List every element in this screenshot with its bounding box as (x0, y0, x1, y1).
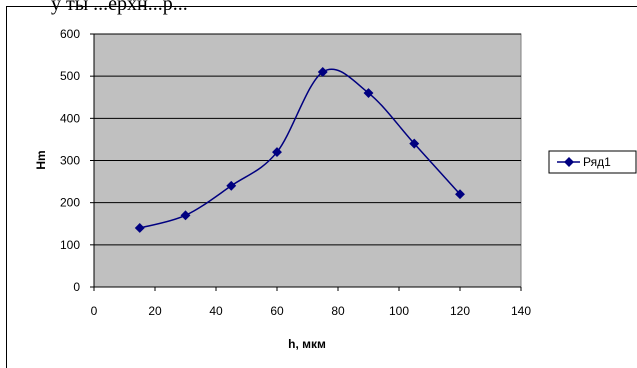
y-tick-label: 400 (60, 111, 80, 125)
y-tick-label: 500 (60, 69, 80, 83)
chart-frame: у ты ...ерхн...р... (6, 0, 637, 368)
x-tick-label: 20 (148, 304, 162, 318)
y-tick-label: 300 (60, 154, 80, 168)
x-tick-label: 100 (389, 304, 409, 318)
data-point (226, 180, 237, 191)
x-tick-label: 60 (270, 304, 284, 318)
data-point (180, 210, 191, 221)
y-tick-label: 600 (60, 27, 80, 41)
y-tick-label: 100 (60, 238, 80, 252)
x-axis-title: h, мкм (288, 337, 326, 351)
x-tick-label: 80 (331, 304, 345, 318)
data-point (134, 223, 145, 233)
plot-layer: 0 100 200 300 400 500 600 0 20 40 60 80 100 120 140 (60, 27, 531, 318)
y-tick-label: 0 (73, 280, 80, 294)
legend-series-label: Ряд1 (583, 155, 611, 169)
legend-series-marker (564, 157, 574, 167)
x-tick-label: 140 (511, 304, 531, 318)
legend-box (548, 150, 637, 174)
x-tick-label: 0 (91, 304, 98, 318)
data-point (409, 138, 420, 149)
y-tick-label: 200 (60, 196, 80, 210)
data-point (455, 189, 465, 200)
x-tick-label: 120 (450, 304, 470, 318)
data-point (272, 147, 282, 158)
legend: Ряд1 (548, 150, 637, 174)
x-tick-label: 40 (209, 304, 223, 318)
y-axis-title: Hm (34, 150, 48, 169)
partial-header-text: у ты ...ерхн...р... (51, 0, 188, 15)
